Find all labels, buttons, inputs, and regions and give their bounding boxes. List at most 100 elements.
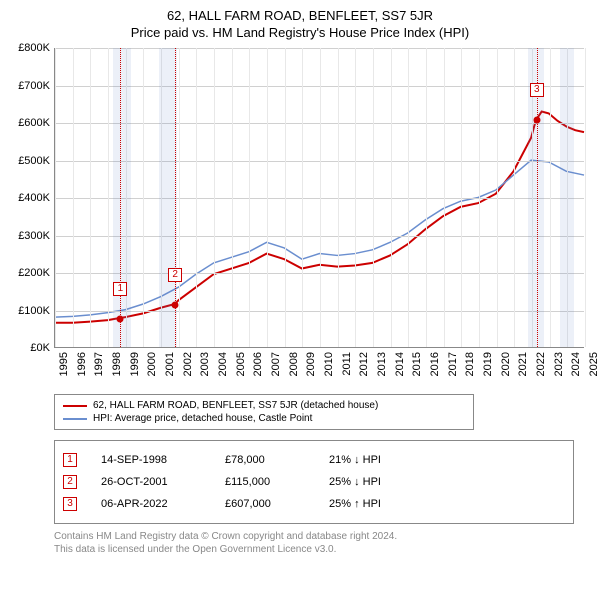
sales-table: 114-SEP-1998£78,00021% ↓ HPI226-OCT-2001… — [54, 440, 574, 524]
x-tick-label: 2008 — [288, 352, 300, 376]
gridline — [55, 48, 56, 347]
plot-area: 1 2 3 — [54, 48, 584, 348]
legend-row: HPI: Average price, detached house, Cast… — [63, 412, 465, 425]
y-tick-label: £200K — [18, 267, 50, 279]
x-tick-label: 2014 — [394, 352, 406, 376]
x-tick-label: 2000 — [146, 352, 158, 376]
y-tick-label: £300K — [18, 230, 50, 242]
x-tick-label: 1997 — [93, 352, 105, 376]
gridline — [196, 48, 197, 347]
x-tick-label: 2013 — [376, 352, 388, 376]
sale-delta: 25% ↑ HPI — [329, 498, 429, 510]
gridline — [426, 48, 427, 347]
legend-swatch — [63, 405, 87, 407]
footer-line: Contains HM Land Registry data © Crown c… — [54, 530, 590, 543]
y-tick-label: £500K — [18, 155, 50, 167]
sale-marker: 2 — [63, 475, 77, 489]
x-tick-label: 2019 — [482, 352, 494, 376]
legend: 62, HALL FARM ROAD, BENFLEET, SS7 5JR (d… — [54, 394, 474, 430]
chart-area: £0K£100K£200K£300K£400K£500K£600K£700K£8… — [10, 48, 590, 388]
gridline — [338, 48, 339, 347]
y-axis: £0K£100K£200K£300K£400K£500K£600K£700K£8… — [10, 48, 54, 348]
legend-label: HPI: Average price, detached house, Cast… — [93, 413, 312, 424]
legend-swatch — [63, 418, 87, 420]
gridline — [302, 48, 303, 347]
footer: Contains HM Land Registry data © Crown c… — [54, 530, 590, 556]
gridline — [514, 48, 515, 347]
gridline — [108, 48, 109, 347]
sale-price: £115,000 — [225, 476, 305, 488]
x-tick-label: 2015 — [411, 352, 423, 376]
gridline — [232, 48, 233, 347]
sale-marker: 1 — [63, 453, 77, 467]
y-tick-label: £100K — [18, 305, 50, 317]
sale-price: £607,000 — [225, 498, 305, 510]
x-tick-label: 2006 — [252, 352, 264, 376]
x-tick-label: 2016 — [429, 352, 441, 376]
x-tick-label: 2010 — [323, 352, 335, 376]
gridline — [249, 48, 250, 347]
gridline — [585, 48, 586, 347]
chart-container: 62, HALL FARM ROAD, BENFLEET, SS7 5JR Pr… — [0, 0, 600, 564]
sale-delta: 21% ↓ HPI — [329, 454, 429, 466]
y-tick-label: £600K — [18, 117, 50, 129]
gridline — [408, 48, 409, 347]
x-tick-label: 2009 — [305, 352, 317, 376]
y-tick-label: £0K — [30, 342, 50, 354]
x-tick-label: 2002 — [182, 352, 194, 376]
sale-date: 06-APR-2022 — [101, 498, 201, 510]
footer-line: This data is licensed under the Open Gov… — [54, 543, 590, 556]
x-tick-label: 2003 — [199, 352, 211, 376]
sale-marker-line — [120, 48, 121, 347]
sale-delta: 25% ↓ HPI — [329, 476, 429, 488]
gridline — [143, 48, 144, 347]
gridline — [90, 48, 91, 347]
x-tick-label: 2025 — [588, 352, 600, 376]
x-tick-label: 2007 — [270, 352, 282, 376]
gridline — [444, 48, 445, 347]
x-tick-label: 2001 — [164, 352, 176, 376]
gridline — [373, 48, 374, 347]
gridline — [73, 48, 74, 347]
gridline — [461, 48, 462, 347]
x-tick-label: 2024 — [570, 352, 582, 376]
sale-marker-box: 2 — [168, 268, 182, 282]
x-axis: 1995199619971998199920002001200220032004… — [54, 348, 584, 388]
x-tick-label: 2022 — [535, 352, 547, 376]
x-tick-label: 2020 — [500, 352, 512, 376]
legend-label: 62, HALL FARM ROAD, BENFLEET, SS7 5JR (d… — [93, 400, 378, 411]
x-tick-label: 2005 — [235, 352, 247, 376]
x-tick-label: 2011 — [341, 352, 353, 376]
x-tick-label: 1995 — [58, 352, 70, 376]
sale-row: 226-OCT-2001£115,00025% ↓ HPI — [63, 471, 565, 493]
chart-title: 62, HALL FARM ROAD, BENFLEET, SS7 5JR — [10, 8, 590, 23]
sale-dot — [117, 315, 124, 322]
sale-dot — [172, 301, 179, 308]
sale-row: 3 06-APR-2022 £607,000 25% ↑ HPI — [63, 493, 565, 515]
sale-marker-box: 1 — [113, 282, 127, 296]
sale-row: 1 14-SEP-1998 £78,000 21% ↓ HPI — [63, 449, 565, 471]
sale-marker: 3 — [63, 497, 77, 511]
gridline — [391, 48, 392, 347]
x-tick-label: 2018 — [464, 352, 476, 376]
sale-date: 14-SEP-1998 — [101, 454, 201, 466]
x-tick-label: 2017 — [447, 352, 459, 376]
y-tick-label: £700K — [18, 80, 50, 92]
gridline — [550, 48, 551, 347]
gridline — [285, 48, 286, 347]
sale-price: £78,000 — [225, 454, 305, 466]
gridline — [355, 48, 356, 347]
x-tick-label: 2012 — [358, 352, 370, 376]
shading-band — [560, 48, 574, 347]
y-tick-label: £800K — [18, 42, 50, 54]
x-tick-label: 1996 — [76, 352, 88, 376]
sale-dot — [533, 117, 540, 124]
y-tick-label: £400K — [18, 192, 50, 204]
sale-marker-box: 3 — [530, 83, 544, 97]
x-tick-label: 1999 — [129, 352, 141, 376]
gridline — [497, 48, 498, 347]
legend-row: 62, HALL FARM ROAD, BENFLEET, SS7 5JR (d… — [63, 399, 465, 412]
gridline — [179, 48, 180, 347]
x-tick-label: 2021 — [517, 352, 529, 376]
shading-band — [113, 48, 131, 347]
